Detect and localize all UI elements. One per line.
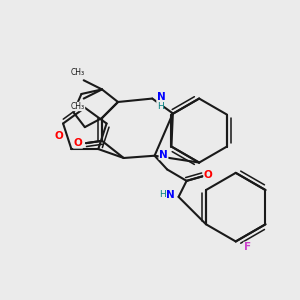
Text: O: O: [55, 131, 64, 141]
Text: H: H: [157, 102, 164, 111]
Text: CH₃: CH₃: [71, 68, 85, 77]
Text: F: F: [244, 242, 251, 252]
Text: N: N: [157, 92, 166, 102]
Text: O: O: [74, 138, 82, 148]
Text: N: N: [166, 190, 175, 200]
Text: H: H: [159, 190, 166, 199]
Text: O: O: [204, 170, 213, 180]
Text: N: N: [159, 150, 168, 160]
Text: CH₃: CH₃: [71, 102, 85, 111]
